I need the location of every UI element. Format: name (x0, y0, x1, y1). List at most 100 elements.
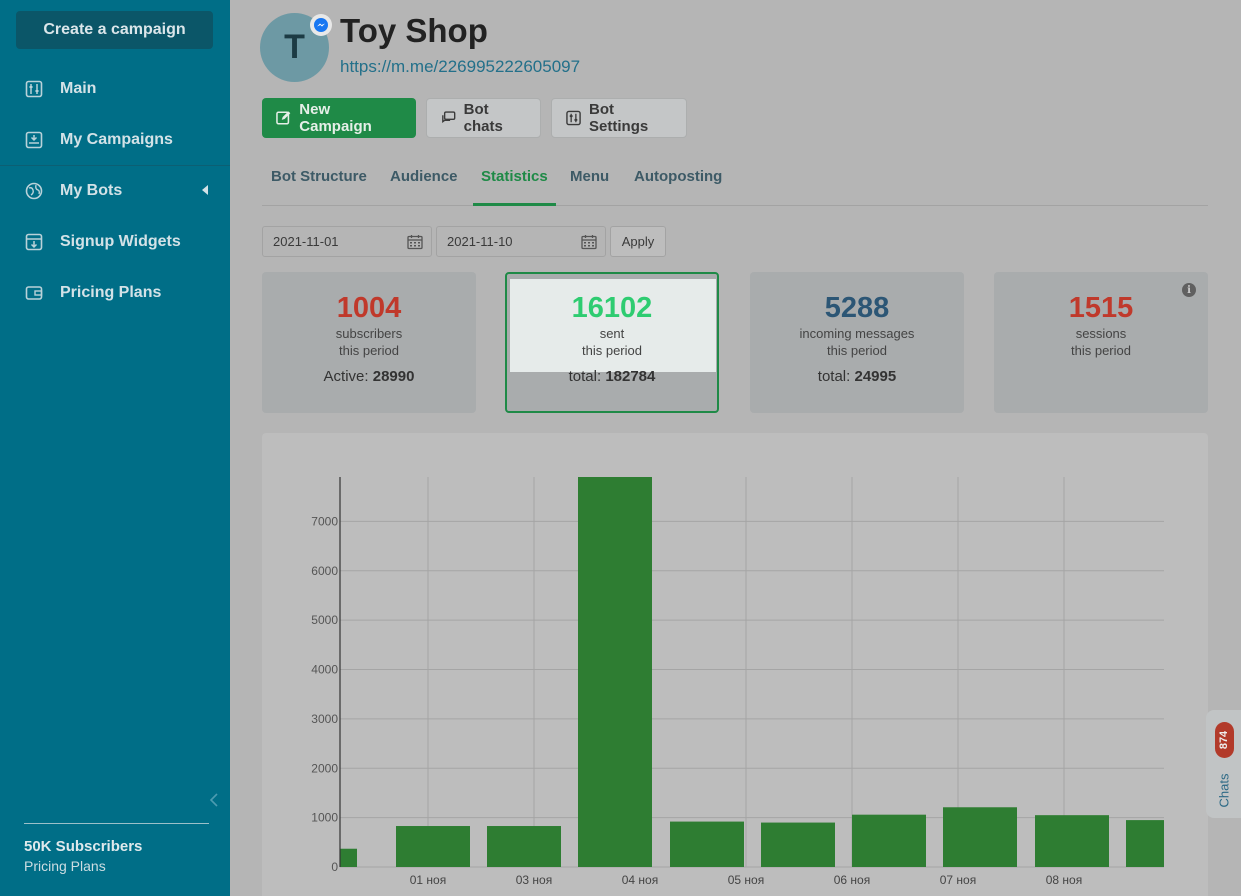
stat-total-value: 182784 (605, 368, 656, 385)
stat-label: subscribers (335, 326, 403, 341)
x-tick-label: 07 ноя (940, 873, 976, 887)
new-campaign-label: New Campaign (299, 101, 372, 135)
bar (1126, 820, 1164, 867)
stat-period: this period (1071, 343, 1131, 358)
bar (670, 821, 744, 867)
sidebar-item-main[interactable]: Main (0, 63, 230, 114)
stat-total-label: Active: (323, 368, 369, 385)
stat-label: sent (599, 326, 625, 341)
chats-label-text: Chats (1216, 773, 1232, 807)
sliders-icon (24, 79, 44, 99)
bot-settings-label: Bot Settings (589, 101, 649, 135)
stat-total: Active: 28990 (262, 368, 476, 385)
info-icon[interactable]: i (1182, 283, 1196, 297)
stat-total: total: 182784 (507, 368, 717, 385)
x-tick-label: 03 ноя (516, 873, 552, 887)
stat-highlight (510, 279, 716, 372)
messenger-icon (310, 14, 332, 36)
stat-period: this period (827, 343, 887, 358)
calendar-icon[interactable] (407, 234, 423, 250)
stat-value: 16102 (571, 292, 653, 324)
bar (487, 826, 561, 867)
x-tick-label: 04 ноя (622, 873, 658, 887)
calendar-icon[interactable] (581, 234, 597, 250)
y-tick-label: 7000 (311, 514, 338, 528)
tab-menu[interactable]: Menu (570, 168, 610, 185)
stat-value: 5288 (824, 292, 890, 324)
chats-count-badge: 874 (1215, 722, 1234, 758)
bar (340, 848, 357, 867)
bar (396, 826, 470, 867)
date-to-input[interactable]: 2021-11-10 (436, 226, 606, 257)
messenger-link[interactable]: https://m.me/226995222605097 (340, 57, 581, 76)
sidebar-item-label: Signup Widgets (60, 232, 181, 250)
sidebar: Create a campaign Main My Campaigns My B… (0, 0, 230, 896)
y-tick-label: 5000 (311, 613, 338, 627)
sidebar-item-signup-widgets[interactable]: Signup Widgets (0, 216, 230, 267)
sidebar-item-my-bots[interactable]: My Bots (0, 165, 230, 216)
chat-bubbles-icon (442, 111, 456, 124)
stat-card-subscribers[interactable]: 1004 subscribers this period Active: 289… (262, 272, 476, 413)
page-title: Toy Shop (340, 12, 488, 49)
chats-count: 874 (1218, 730, 1231, 750)
wallet-icon (24, 283, 44, 303)
bar (943, 807, 1017, 867)
stat-total-label: total: (568, 368, 602, 385)
stat-value: 1004 (336, 292, 402, 324)
sliders-icon (566, 110, 581, 126)
sidebar-item-pricing-plans[interactable]: Pricing Plans (0, 267, 230, 318)
apply-button[interactable]: Apply (610, 226, 666, 257)
plan-title: 50K Subscribers (24, 838, 143, 855)
create-campaign-button[interactable]: Create a campaign (16, 11, 213, 49)
stat-label: incoming messages (799, 326, 915, 341)
bar (578, 477, 652, 867)
new-campaign-button[interactable]: New Campaign (262, 98, 416, 138)
stat-period: this period (582, 343, 642, 358)
x-tick-label: 01 ноя (410, 873, 446, 887)
stat-label: sessions (1075, 326, 1127, 341)
stat-card-sessions[interactable]: i 1515 sessions this period (994, 272, 1208, 413)
globe-icon (24, 181, 44, 201)
widget-icon (24, 232, 44, 252)
tab-statistics[interactable]: Statistics (473, 168, 556, 206)
sidebar-nav: Main My Campaigns My Bots Signup Widgets (0, 63, 230, 318)
section-tabs: Bot Structure Audience Statistics Menu A… (262, 160, 1208, 206)
edit-icon (276, 111, 291, 125)
sidebar-item-label: Main (60, 79, 97, 97)
chats-label: Chats (1207, 770, 1241, 810)
stat-total-value: 24995 (854, 368, 897, 385)
stat-period: this period (339, 343, 399, 358)
y-tick-label: 2000 (311, 761, 338, 775)
bot-chats-button[interactable]: Bot chats (426, 98, 541, 138)
stat-value: 1515 (1068, 292, 1134, 324)
bar (852, 814, 926, 867)
sidebar-item-label: My Campaigns (60, 130, 173, 148)
bar (761, 822, 835, 867)
sidebar-item-my-campaigns[interactable]: My Campaigns (0, 114, 230, 165)
y-tick-label: 1000 (311, 811, 338, 825)
bars (340, 477, 1164, 867)
bot-chats-label: Bot chats (463, 101, 503, 135)
x-tick-label: 05 ноя (728, 873, 764, 887)
campaigns-icon (24, 130, 44, 150)
collapse-sidebar-icon[interactable] (207, 792, 221, 808)
stat-total-label: total: (817, 368, 851, 385)
tab-bot-structure[interactable]: Bot Structure (271, 168, 367, 185)
bot-settings-button[interactable]: Bot Settings (551, 98, 687, 138)
stat-card-incoming[interactable]: 5288 incoming messages this period total… (750, 272, 964, 413)
x-tick-label: 08 ноя (1046, 873, 1082, 887)
y-tick-label: 0 (331, 860, 338, 874)
caret-left-icon[interactable] (202, 185, 208, 195)
tab-autoposting[interactable]: Autoposting (634, 168, 723, 185)
date-from-input[interactable]: 2021-11-01 (262, 226, 432, 257)
sidebar-item-label: My Bots (60, 182, 123, 199)
chats-widget[interactable]: 874 Chats (1206, 710, 1241, 818)
y-tick-label: 3000 (311, 712, 338, 726)
stat-total: total: 24995 (750, 368, 964, 385)
date-from-value: 2021-11-01 (273, 234, 339, 249)
stat-card-sent[interactable]: 16102 sent this period total: 182784 (505, 272, 719, 413)
plan-info: 50K Subscribers Pricing Plans (24, 823, 209, 874)
pricing-plans-link[interactable]: Pricing Plans (24, 858, 106, 874)
sent-messages-chart: 0 1000 2000 3000 4000 5000 6000 7000 01 ноя 03 но… (311, 477, 1164, 887)
tab-audience[interactable]: Audience (390, 168, 458, 185)
